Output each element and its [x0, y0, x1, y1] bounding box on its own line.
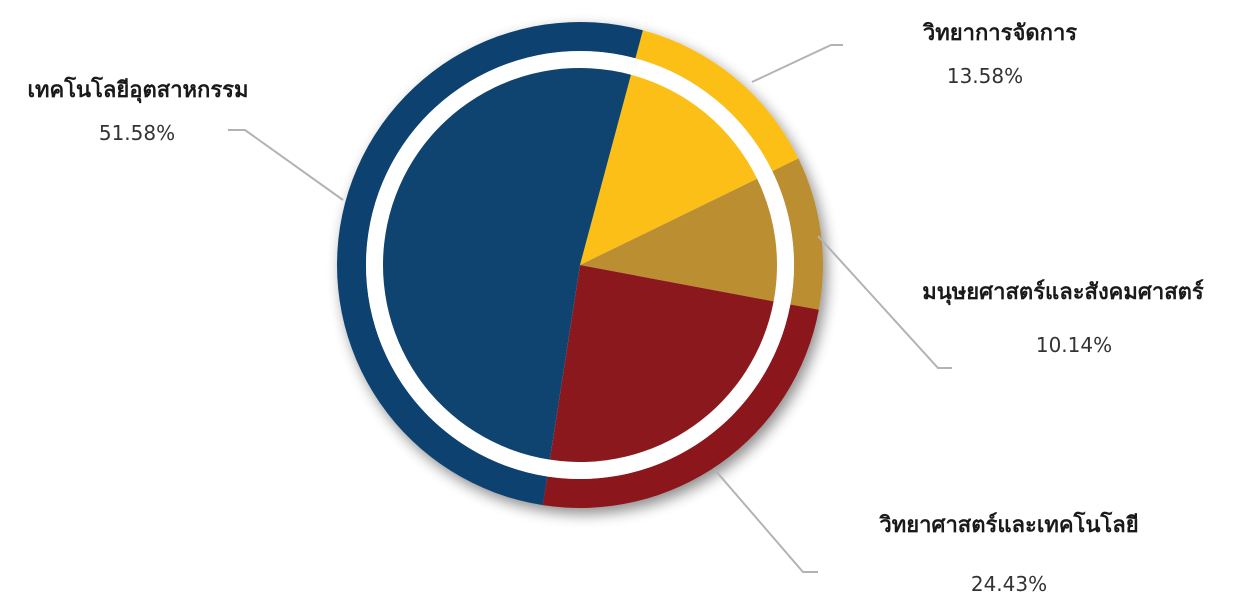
ring-segment-1	[635, 30, 799, 172]
slice-2-percent: 10.14%	[1036, 333, 1112, 357]
pie-slice-4	[382, 67, 631, 460]
leader-line-2	[817, 235, 952, 369]
slice-4-percent: 51.58%	[99, 121, 175, 145]
slice-3-percent: 24.43%	[971, 572, 1047, 596]
slice-1-name: วิทยาการจัดการ	[922, 21, 1077, 46]
slice-3-name: วิทยาศาสตร์และเทคโนโลยี	[879, 511, 1139, 538]
leader-line-3	[714, 469, 818, 573]
label-slice-4: เทคโนโลยีอุตสาหกรรม 51.58%	[27, 76, 248, 145]
slice-4-name: เทคโนโลยีอุตสาหกรรม	[27, 76, 248, 104]
label-slice-1: วิทยาการจัดการ 13.58%	[922, 21, 1077, 88]
leader-lines	[228, 44, 952, 573]
leader-line-1	[751, 44, 843, 83]
slice-1-percent: 13.58%	[947, 64, 1023, 88]
pie-slice-3	[549, 265, 774, 462]
outer-ring	[336, 21, 823, 508]
ring-segment-2	[772, 158, 823, 310]
ring-segment-3	[542, 304, 819, 508]
inner-pie	[382, 67, 777, 462]
label-slice-2: มนุษยศาสตร์และสังคมศาสตร์ 10.14%	[922, 279, 1204, 357]
slice-2-name: มนุษยศาสตร์และสังคมศาสตร์	[922, 279, 1204, 306]
leader-line-4	[228, 129, 344, 201]
label-slice-3: วิทยาศาสตร์และเทคโนโลยี 24.43%	[879, 511, 1139, 596]
pie-slice-1	[580, 74, 758, 265]
pie-slice-2	[580, 178, 777, 302]
